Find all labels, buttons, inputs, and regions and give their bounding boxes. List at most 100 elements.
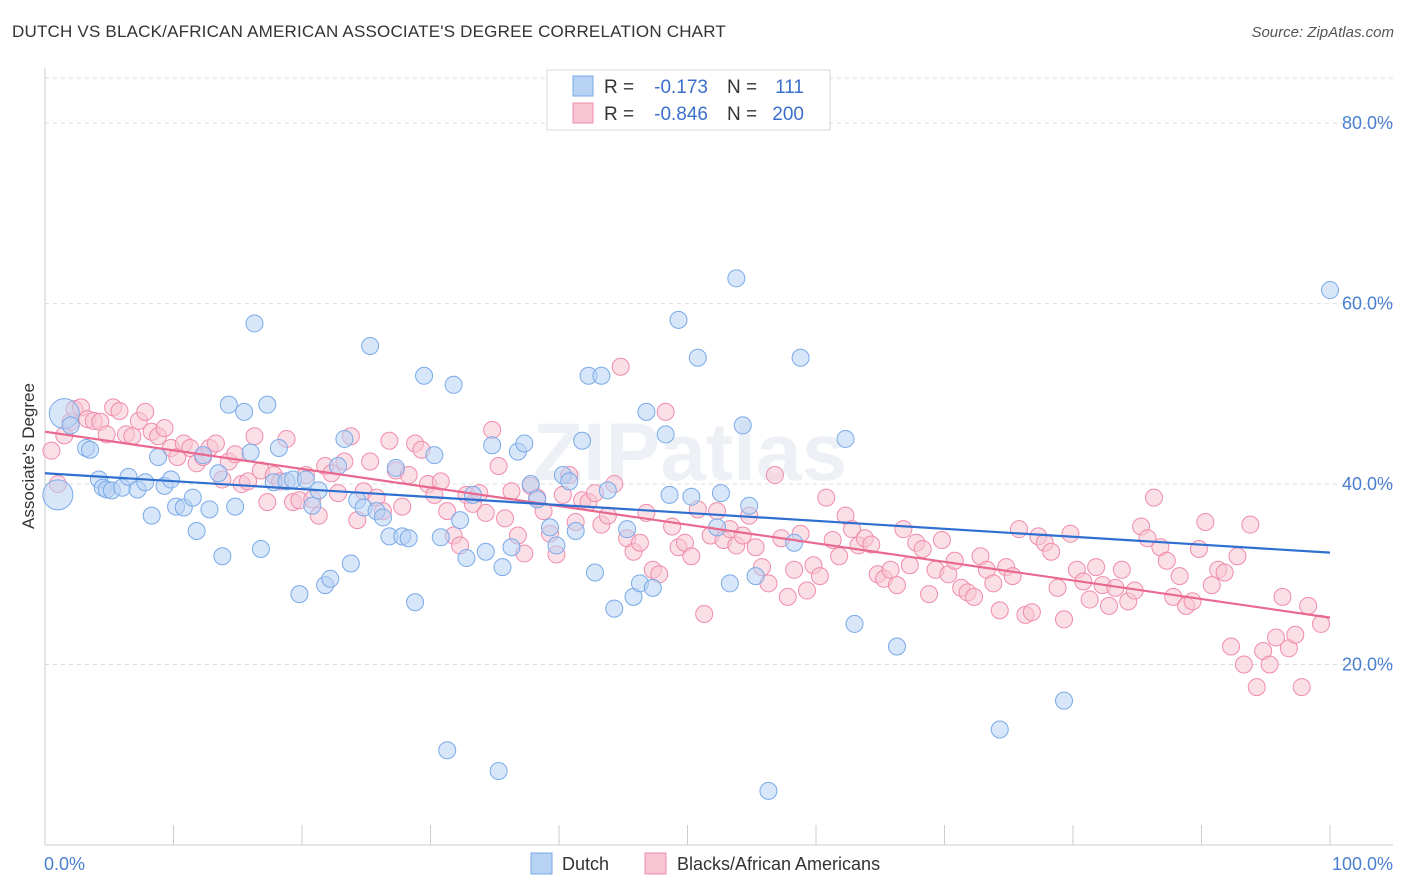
data-point-dutch [598, 481, 617, 500]
data-point-dutch [269, 438, 288, 457]
data-point-black [1273, 587, 1292, 606]
data-point-dutch [373, 508, 392, 527]
data-point-dutch [727, 269, 746, 288]
data-point-dutch [476, 542, 495, 561]
data-point-black [708, 502, 727, 521]
legend-dutch-swatch [572, 75, 594, 97]
data-point-black [1202, 576, 1221, 595]
data-point-dutch [328, 457, 347, 476]
data-point-dutch [321, 569, 340, 588]
data-point-black [990, 601, 1009, 620]
data-point-black [887, 576, 906, 595]
data-point-black [155, 419, 174, 438]
data-point-dutch [585, 563, 604, 582]
data-point-dutch [258, 395, 277, 414]
data-point-dutch [245, 314, 264, 333]
data-point-black [483, 420, 502, 439]
grid-lines [45, 77, 1393, 666]
data-point-dutch [399, 529, 418, 548]
data-point-black [1080, 590, 1099, 609]
data-point-black [1010, 520, 1029, 539]
data-point-dutch [720, 574, 739, 593]
data-point-black [1247, 678, 1266, 697]
legend-dutch-r-label: R = [604, 77, 634, 98]
data-point-black [136, 402, 155, 421]
data-point-dutch [688, 348, 707, 367]
legend-dutch-n-label: N = [727, 77, 757, 98]
data-point-dutch [502, 538, 521, 557]
data-point-dutch [682, 487, 701, 506]
data-point-black [1055, 610, 1074, 629]
data-point-black [476, 503, 495, 522]
y-tick-label: 20.0% [1342, 655, 1393, 675]
data-point-dutch [335, 429, 354, 448]
data-point-dutch [541, 518, 560, 537]
data-point-dutch [200, 500, 219, 519]
data-point-black [1112, 560, 1131, 579]
data-point-dutch [226, 497, 245, 516]
data-point-black [1286, 625, 1305, 644]
data-point-black [913, 540, 932, 559]
data-point-black [380, 431, 399, 450]
data-point-dutch [303, 496, 322, 515]
bottom-legend-dutch-swatch [530, 852, 553, 875]
data-point-dutch [560, 472, 579, 491]
data-point-dutch [711, 484, 730, 503]
data-point-black [42, 441, 61, 460]
trend-lines [44, 430, 1331, 619]
data-point-black [1267, 628, 1286, 647]
data-point-dutch [457, 549, 476, 568]
data-point-dutch [733, 416, 752, 435]
data-point-black [393, 497, 412, 516]
x-tick-label: 100.0% [1332, 854, 1393, 874]
data-point-black [830, 547, 849, 566]
data-point-dutch [845, 614, 864, 633]
legend-black-n-value: 200 [772, 104, 804, 125]
data-point-dutch [1321, 281, 1339, 300]
data-point-dutch [235, 402, 254, 421]
data-point-black [920, 585, 939, 604]
data-point-dutch [149, 447, 168, 466]
data-point-dutch [1055, 691, 1074, 710]
chart-title: DUTCH VS BLACK/AFRICAN AMERICAN ASSOCIAT… [12, 22, 726, 41]
data-point-black [1215, 563, 1234, 582]
data-point-black [656, 402, 675, 421]
data-point-black [1087, 558, 1106, 577]
data-point-dutch [637, 402, 656, 421]
bottom-legend-black-swatch [644, 852, 667, 875]
data-point-black [97, 425, 116, 444]
data-point-dutch [183, 488, 202, 507]
data-point-black [1099, 596, 1118, 615]
data-point-black [1292, 678, 1311, 697]
data-point-dutch [887, 637, 906, 656]
y-axis-title: Associate's Degree [19, 383, 38, 529]
data-point-dutch [483, 436, 502, 455]
data-point-black [881, 560, 900, 579]
data-point-dutch [547, 536, 566, 555]
data-point-dutch [142, 506, 161, 525]
data-point-black [945, 551, 964, 570]
data-point-black [1061, 524, 1080, 543]
data-point-black [1170, 567, 1189, 586]
data-point-dutch [438, 741, 457, 760]
data-point-black [1144, 488, 1163, 507]
data-point-black [785, 560, 804, 579]
data-point-black [817, 488, 836, 507]
data-point-black [682, 547, 701, 566]
data-point-black [245, 427, 264, 446]
legend-black-n-label: N = [727, 104, 757, 125]
data-point-dutch [444, 375, 463, 394]
source-note: Source: ZipAtlas.com [1251, 24, 1394, 41]
data-point-dutch [219, 395, 238, 414]
data-point-dutch [605, 599, 624, 618]
data-point-dutch [296, 470, 315, 489]
data-point-black [965, 587, 984, 606]
data-point-black [630, 533, 649, 552]
legend-black-r-label: R = [604, 104, 634, 125]
data-point-black [1234, 655, 1253, 674]
data-point-dutch [290, 585, 309, 604]
legend-dutch-r-value: -0.173 [654, 77, 708, 98]
data-point-black [598, 506, 617, 525]
data-point-dutch [990, 720, 1009, 739]
y-tick-label: 60.0% [1342, 294, 1393, 314]
